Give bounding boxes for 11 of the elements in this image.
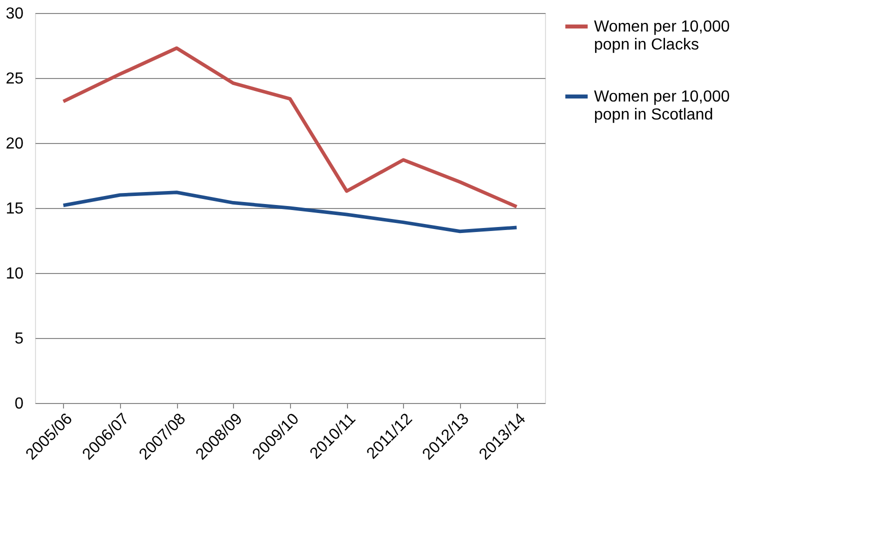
line-series (62, 46, 518, 208)
y-tick-label: 15 (6, 200, 24, 218)
y-tick-label: 0 (14, 396, 24, 412)
legend-label: Women per 10,000 popn in Clacks (594, 18, 730, 54)
y-tick-label: 10 (6, 266, 24, 282)
y-tick-label: 20 (6, 136, 24, 152)
line-series (62, 190, 518, 234)
legend-label: Women per 10,000 popn in Scotland (594, 88, 730, 124)
y-tick-label: 25 (6, 70, 24, 88)
y-tick-label: 5 (14, 330, 24, 348)
y-tick-label: 30 (6, 6, 24, 22)
